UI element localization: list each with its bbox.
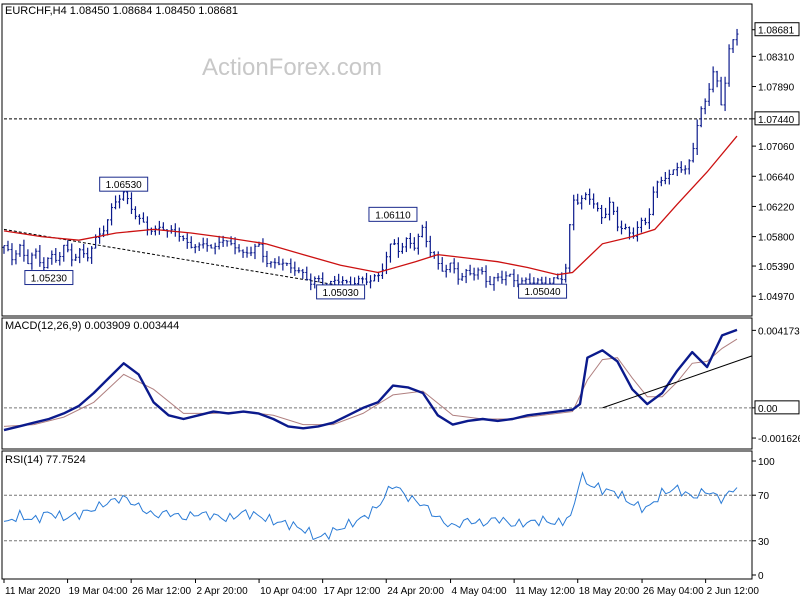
price-header: EURCHF,H4 1.08450 1.08684 1.08450 1.0868… [5, 5, 238, 17]
rsi-y-tick-label: 30 [758, 537, 770, 548]
time-axis-label: 11 May 12:00 [515, 586, 575, 597]
macd-signal-line [3, 338, 738, 427]
price-annotation-label: 1.05040 [524, 287, 561, 298]
rsi-header: RSI(14) 77.7524 [5, 454, 86, 466]
price-trend-line [3, 228, 349, 288]
time-axis-label: 2 Jun 12:00 [707, 586, 760, 597]
time-axis-label: 11 Mar 2020 [5, 586, 61, 597]
price-y-tick-label: 1.06640 [758, 172, 795, 183]
time-axis-label: 24 Apr 20:00 [387, 586, 444, 597]
moving-average-line [3, 135, 738, 276]
time-axis-label: 18 May 20:00 [579, 586, 640, 597]
macd-panel: 0.004173 0.00 -0.001626 [1, 317, 800, 450]
price-annotation-label: 1.06110 [375, 210, 411, 221]
time-axis-label: 26 May 04:00 [643, 586, 704, 597]
rsi-y-tick-label: 0 [758, 571, 764, 582]
rsi-y-tick-label: 70 [758, 491, 770, 502]
price-annotation-box [99, 176, 149, 192]
price-frame [1, 3, 753, 317]
macd-y-tick-label: -0.001626 [758, 434, 800, 445]
price-annotation-label: 1.05030 [323, 288, 360, 299]
price-y-tick-label: 1.07440 [758, 115, 795, 126]
time-axis-label: 19 Mar 04:00 [69, 586, 128, 597]
price-annotation-box [518, 283, 568, 299]
time-axis-label: 26 Mar 12:00 [132, 586, 191, 597]
price-panel: 1.08681 1.08310 1.07890 1.07440 1.07060 1.066… [1, 3, 800, 317]
rsi-frame [1, 450, 753, 580]
price-annotation-box [24, 270, 74, 286]
macd-frame [1, 317, 753, 450]
rsi-y-tick-label: 100 [758, 457, 775, 468]
price-annotation-box [368, 206, 418, 222]
macd-y-tick-label: 0.00 [758, 404, 778, 415]
macd-main-line [3, 328, 738, 432]
price-y-tick-label: 1.05800 [758, 233, 795, 244]
time-axis-label: 17 Apr 12:00 [324, 586, 381, 597]
macd-header: MACD(12,26,9) 0.003909 0.003444 [5, 320, 179, 332]
price-y-tick-label: 1.07060 [758, 142, 795, 153]
macd-trend-line [602, 355, 753, 409]
watermark: ActionForex.com [202, 54, 382, 81]
price-y-tick-label: 1.08681 [758, 26, 795, 37]
price-y-tick-label: 1.04970 [758, 292, 795, 303]
price-y-tick-box [754, 22, 800, 37]
price-y-tick-label: 1.07890 [758, 83, 795, 94]
price-y-tick-box [754, 111, 800, 126]
time-axis-label: 2 Apr 20:00 [196, 586, 248, 597]
price-annotation-label: 1.05230 [31, 274, 68, 285]
price-annotation-box [316, 284, 366, 300]
price-y-tick-label: 1.05390 [758, 262, 795, 273]
price-y-tick-label: 1.08310 [758, 52, 795, 63]
price-y-tick-label: 1.06220 [758, 202, 795, 213]
macd-y-tick-box [754, 400, 800, 415]
time-axis-label: 10 Apr 04:00 [260, 586, 317, 597]
time-axis: 11 Mar 2020 19 Mar 04:00 26 Mar 12:00 2 Apr… [3, 579, 760, 597]
time-axis-label: 4 May 04:00 [452, 586, 507, 597]
macd-y-tick-label: 0.004173 [758, 326, 800, 337]
price-annotation-label: 1.06530 [106, 180, 143, 191]
rsi-panel: 100 70 30 0 [1, 450, 775, 582]
rsi-line [3, 471, 738, 541]
